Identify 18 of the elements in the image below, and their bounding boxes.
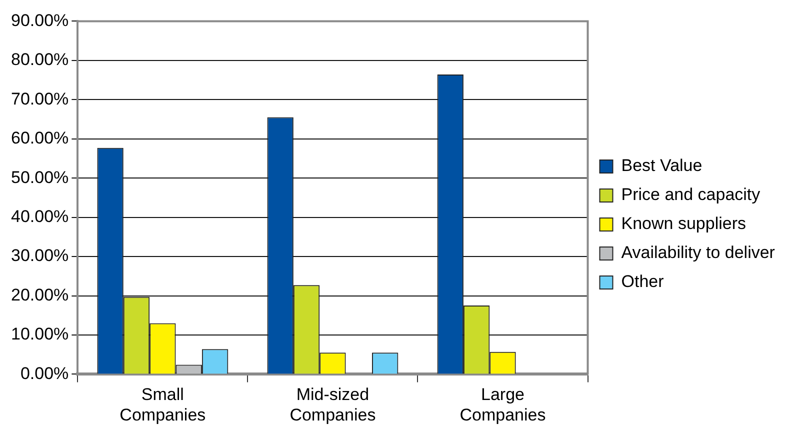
y-tick-label: 0.00% [20,364,69,383]
x-tick-label: Large Companies [460,385,546,424]
legend-label: Known suppliers [621,214,746,234]
legend-label: Price and capacity [621,185,761,204]
y-tick-label: 60.00% [10,128,69,148]
x-tick-label: Small Companies [120,385,206,424]
y-tick-label: 90.00% [10,10,69,30]
legend-label: Other [621,272,664,292]
y-tick-label: 40.00% [10,207,69,226]
y-tick-label: 10.00% [10,324,69,344]
y-tick-label: 70.00% [10,89,69,108]
y-tick-label: 50.00% [10,168,69,187]
legend-label: Best Value [621,156,702,176]
y-tick-label: 80.00% [10,50,69,70]
y-tick-label: 30.00% [10,246,69,266]
x-tick-label: Mid-sized Companies [290,385,376,424]
y-tick-label: 20.00% [10,285,69,304]
legend-label: Availability to deliver [621,243,776,262]
